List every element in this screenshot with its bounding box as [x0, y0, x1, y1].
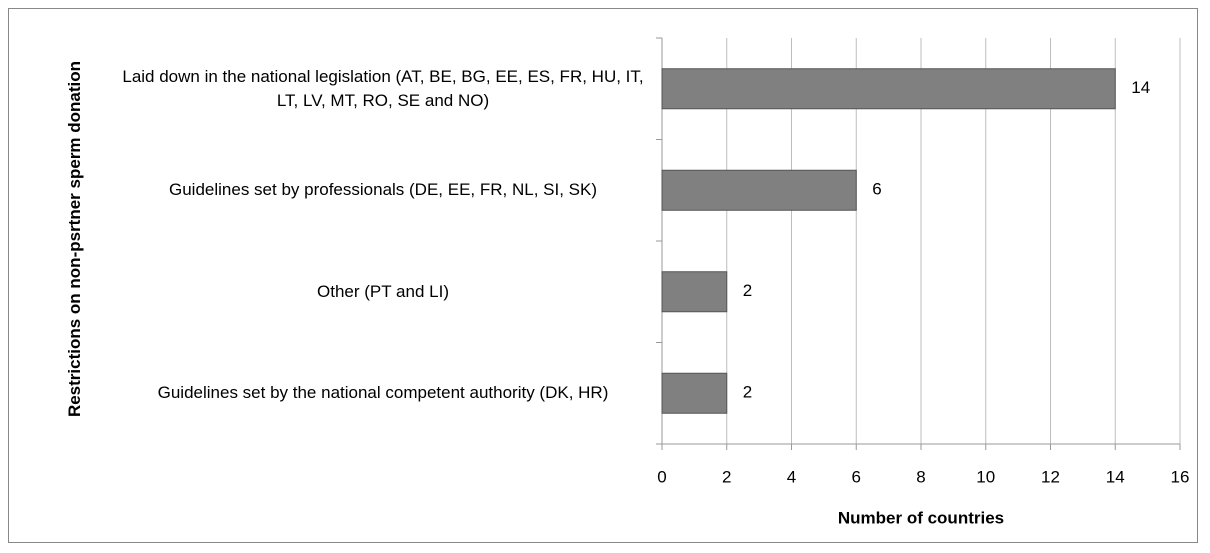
- value-label: 6: [872, 180, 881, 199]
- x-tick-label: 16: [1171, 467, 1190, 486]
- x-tick-label: 0: [657, 467, 666, 486]
- y-tick-label: Laid down in the national legislation (A…: [122, 66, 644, 110]
- value-label: 2: [743, 281, 752, 300]
- x-tick-label: 2: [722, 467, 731, 486]
- x-tick-label: 6: [852, 467, 861, 486]
- value-label: 2: [743, 383, 752, 402]
- x-tick-label: 4: [787, 467, 796, 486]
- y-tick-label: Guidelines set by the national competent…: [157, 383, 609, 403]
- bar: [661, 68, 1116, 110]
- bar: [661, 169, 857, 211]
- bar: [661, 372, 728, 414]
- y-tick-label: Other (PT and LI): [317, 281, 449, 301]
- x-axis-title: Number of countries: [838, 508, 1004, 527]
- value-label: 14: [1131, 78, 1150, 97]
- bar: [661, 271, 728, 313]
- y-axis-title: Restrictions on non-psrtner sperm donati…: [65, 60, 84, 418]
- chart-frame: [8, 8, 1198, 543]
- x-tick-label: 14: [1106, 467, 1125, 486]
- y-tick-label: Guidelines set by professionals (DE, EE,…: [169, 180, 597, 200]
- x-tick-label: 8: [916, 467, 925, 486]
- x-tick-label: 12: [1041, 467, 1060, 486]
- x-tick-label: 10: [976, 467, 995, 486]
